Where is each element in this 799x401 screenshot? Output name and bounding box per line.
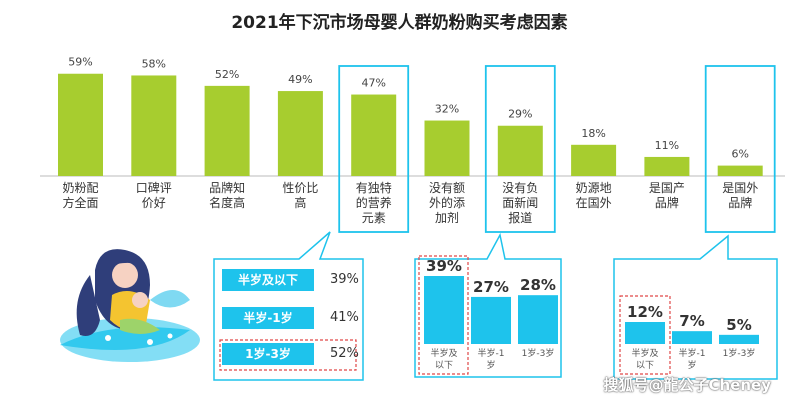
data-label: 39% [426,257,462,275]
tick-label: 半岁-1 [679,347,706,359]
age-row-value: 41% [330,310,359,325]
age-table: 半岁及以下 39% 半岁-1岁 41% 1岁-3岁 52% [222,269,362,369]
data-label: 28% [520,276,556,294]
bar [719,334,759,344]
data-label: 6% [731,148,748,161]
mother-holding-baby-illustration [60,249,200,362]
tick-label: 没有额 [429,180,465,195]
tick-label: 半岁及 [430,347,457,359]
tick-label: 名度高 [209,195,245,210]
age-row-label: 半岁及以下 [222,269,314,291]
age-row-value: 52% [330,346,359,361]
bar [497,125,543,176]
tick-label: 外的添 [429,195,465,210]
data-label: 5% [726,316,751,334]
tick-label: 性价比 [282,181,318,195]
tick-label: 1岁-3岁 [522,347,555,359]
bar [471,296,511,344]
bar [571,144,617,176]
tick-label: 在国外 [576,196,612,210]
watermark: 搜狐号@龍公子Cheney [603,376,772,394]
data-label: 27% [473,278,509,296]
age-row-label: 1岁-3岁 [222,343,314,365]
mini-bar-chart-3: 12% 半岁及以下 7% 半岁-1岁 5% 1岁-3岁 [625,303,759,371]
tick-label: 元素 [362,211,386,225]
tick-label: 口碑评 [136,180,172,195]
age-row-value: 39% [330,272,359,287]
tick-label: 岁 [687,359,696,371]
tick-label: 以下 [435,361,453,371]
data-label: 49% [288,73,312,86]
tick-label: 高 [294,195,306,210]
age-row-label: 半岁-1岁 [222,307,314,329]
data-label: 18% [581,127,605,140]
tick-label: 方全面 [62,195,98,210]
tick-label: 奶粉配 [62,181,98,195]
tick-label: 1岁-3岁 [723,347,756,359]
bar [424,120,470,176]
mini-bar-chart-2: 39% 半岁及以下 27% 半岁-1岁 28% 1岁-3岁 [424,257,558,371]
tick-label: 价好 [142,196,166,210]
callout-3-highlight [619,295,671,375]
data-label: 47% [361,77,385,90]
tick-label: 是国产 [649,181,685,195]
tick-label: 品牌 [655,196,679,210]
bar [672,331,712,344]
callout-box-1 [213,231,364,381]
bar [625,322,665,344]
bar [644,156,690,176]
tick-label: 面新闻 [502,195,538,210]
highlight-frame [704,65,776,233]
data-label: 58% [142,57,166,70]
tick-label: 有独特 [356,180,392,195]
callout-1-highlight [219,339,357,371]
bar [204,85,250,176]
bar [58,73,103,176]
bar [351,94,397,176]
data-label: 32% [435,103,459,116]
callout-2-highlight [418,255,469,375]
highlight-frame [484,65,556,233]
chart-title: 2021年下沉市场母婴人群奶粉购买考虑因素 [231,13,568,33]
bar [277,91,323,176]
tick-label: 品牌知 [209,181,245,195]
bar [717,165,763,176]
callout-box-2 [414,232,562,378]
highlight-frame [338,65,410,233]
bar [424,276,464,344]
data-label: 11% [655,139,679,152]
bar [131,75,177,176]
tick-label: 加剂 [435,210,459,225]
data-label: 52% [215,68,239,81]
tick-label: 品牌 [728,196,752,210]
tick-label: 报道 [508,210,532,225]
data-label: 7% [679,312,704,330]
tick-label: 以下 [636,361,654,371]
tick-label: 半岁-1 [478,347,505,359]
bar [518,295,558,344]
callout-box-3 [613,234,778,380]
data-label: 59% [68,56,92,69]
tick-label: 没有负 [502,180,538,195]
tick-label: 奶源地 [576,181,612,195]
tick-label: 的营养 [356,195,392,210]
data-label: 12% [627,303,663,321]
tick-label: 岁 [486,359,495,371]
data-label: 29% [508,108,532,121]
tick-label: 是国外 [722,181,758,195]
tick-label: 半岁及 [631,347,658,359]
